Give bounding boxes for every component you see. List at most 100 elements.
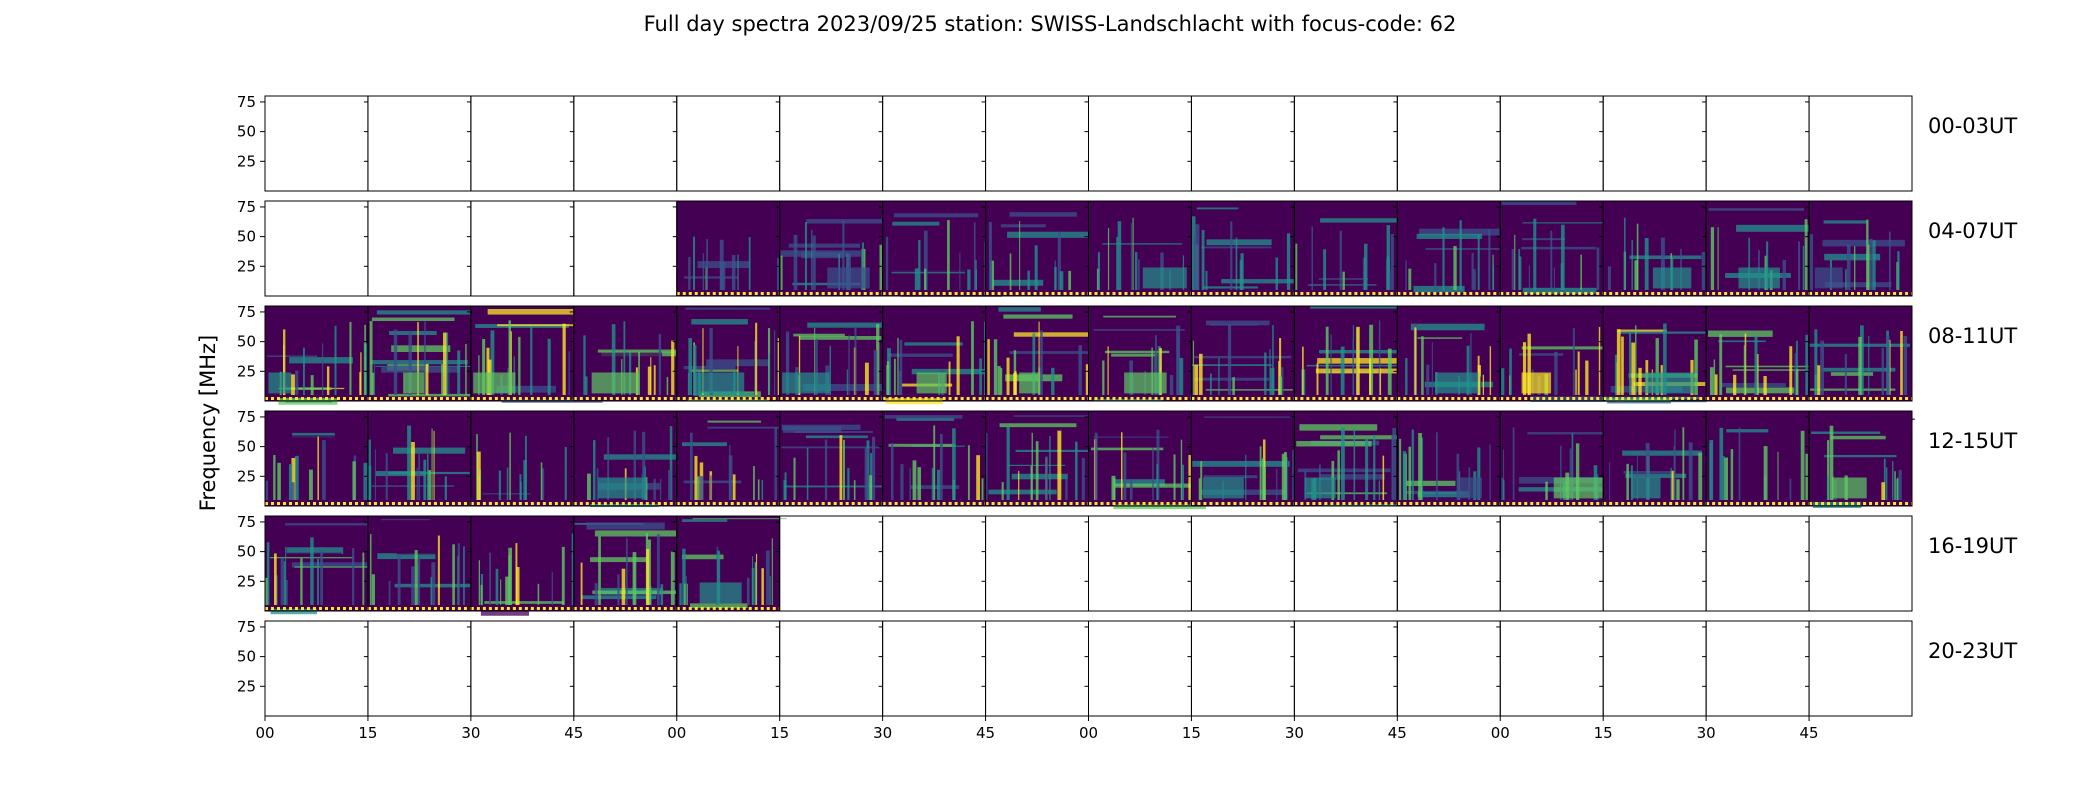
burst-mark — [437, 535, 440, 605]
spectral-band — [1419, 228, 1506, 236]
spectrogram-background — [470, 516, 574, 611]
burst-mark — [1816, 365, 1821, 395]
spectral-band — [707, 420, 762, 423]
spectral-band — [681, 554, 724, 560]
spectrogram-panel — [779, 306, 896, 401]
burst-mark — [1387, 348, 1392, 395]
burst-mark — [1436, 432, 1438, 500]
burst-mark — [1845, 269, 1847, 290]
burst-mark — [593, 440, 596, 500]
burst-mark — [923, 230, 928, 290]
burst-mark — [571, 533, 575, 605]
burst-mark — [1676, 479, 1680, 500]
burst-mark — [658, 334, 662, 395]
burst-mark — [310, 375, 314, 395]
spectral-band — [377, 553, 436, 560]
spectral-band — [482, 465, 530, 473]
spectrogram-panel — [367, 411, 471, 506]
spectral-band — [1514, 428, 1576, 431]
spectral-band — [997, 334, 1097, 341]
spectral-band — [1630, 207, 1702, 210]
spectral-band — [1824, 455, 1897, 458]
y-tick-label: 50 — [237, 648, 256, 666]
x-tick-label: 45 — [1388, 724, 1407, 742]
burst-mark — [1763, 376, 1767, 395]
panel-frame — [882, 620, 987, 717]
y-tick-label: 75 — [237, 513, 256, 531]
burst-mark — [266, 542, 270, 605]
burst-mark — [909, 468, 911, 500]
burst-mark — [320, 551, 324, 605]
burst-mark — [933, 425, 936, 500]
burst-mark — [1316, 363, 1319, 395]
burst-mark — [728, 455, 733, 500]
spectral-band — [1111, 353, 1158, 357]
burst-mark — [564, 446, 567, 500]
low-frequency-patch — [473, 372, 516, 394]
burst-mark — [284, 579, 288, 605]
burst-mark — [1405, 260, 1407, 290]
spectral-band — [370, 360, 468, 365]
burst-mark — [688, 256, 691, 290]
burst-mark — [971, 321, 974, 395]
burst-mark — [947, 220, 950, 290]
spectral-band — [285, 435, 336, 440]
spectral-band — [396, 547, 455, 555]
burst-mark — [561, 546, 565, 605]
burst-mark — [1501, 368, 1505, 395]
burst-mark — [1471, 252, 1474, 290]
spectrogram-panel — [470, 306, 603, 403]
burst-mark — [518, 336, 521, 395]
burst-mark — [1598, 326, 1601, 395]
burst-mark — [1881, 347, 1884, 395]
spectrogram-panel — [676, 411, 785, 506]
burst-mark — [417, 322, 419, 395]
burst-mark — [1188, 455, 1192, 500]
burst-mark — [1378, 480, 1380, 500]
burst-mark — [924, 268, 927, 290]
spectral-band — [286, 387, 332, 391]
burst-mark — [1607, 266, 1611, 290]
burst-mark — [688, 338, 692, 395]
spectral-band — [904, 342, 963, 346]
burst-mark — [1782, 260, 1786, 290]
panel-frame — [985, 95, 1089, 192]
spectrogram-panel — [1809, 201, 1912, 296]
burst-mark — [1337, 450, 1340, 500]
burst-mark — [751, 567, 755, 605]
burst-mark — [1353, 428, 1356, 500]
panel-frame — [1499, 95, 1604, 192]
burst-mark — [1644, 237, 1649, 290]
spectral-band — [1219, 421, 1285, 428]
spectral-band — [1413, 285, 1465, 293]
burst-mark — [890, 443, 894, 500]
burst-mark — [1872, 240, 1876, 290]
burst-mark — [1411, 429, 1414, 500]
burst-mark — [1181, 464, 1185, 500]
burst-mark — [1609, 462, 1611, 500]
burst-mark — [653, 365, 656, 395]
spectrogram-panel — [1294, 201, 1401, 296]
burst-mark — [285, 546, 287, 605]
burst-mark — [793, 457, 796, 500]
panel-frame — [573, 200, 678, 297]
burst-mark — [914, 268, 919, 290]
x-tick-label: 15 — [770, 724, 789, 742]
spectral-band — [270, 608, 317, 615]
spectral-band — [783, 485, 883, 488]
row-label: 20-23UT — [1928, 639, 2017, 663]
spectral-band — [892, 221, 940, 226]
spectral-band — [704, 523, 752, 529]
panel-frame — [470, 620, 575, 717]
spectral-band — [1406, 480, 1456, 486]
burst-mark — [987, 339, 990, 395]
burst-mark — [1283, 452, 1287, 500]
spectrogram-panel — [1500, 411, 1625, 506]
spectral-band — [1007, 231, 1092, 238]
burst-mark — [489, 552, 491, 605]
spectral-band — [807, 322, 896, 328]
burst-mark — [632, 552, 637, 605]
burst-mark — [1356, 326, 1360, 395]
burst-mark — [1560, 263, 1564, 290]
burst-mark — [769, 576, 771, 605]
